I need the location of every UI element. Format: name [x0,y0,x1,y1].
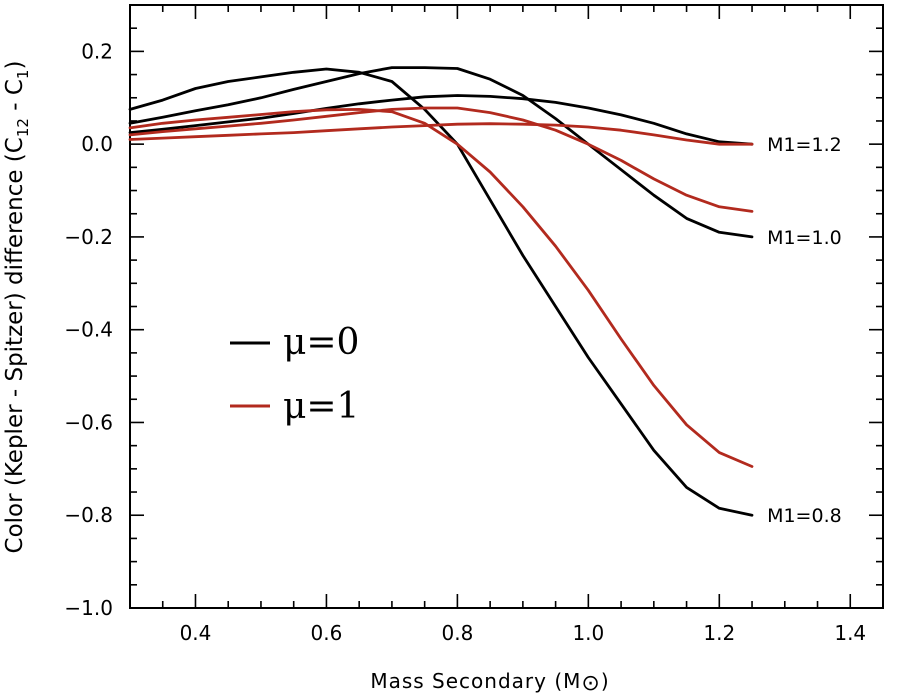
x-tick-label: 0.6 [311,621,343,645]
y-tick-label: −0.8 [64,503,113,527]
y-axis-title: Color (Kepler - Spitzer) difference (C12… [2,61,32,554]
series-line-3 [128,108,754,468]
curve-label-m1-1-0: M1=1.0 [767,227,842,249]
legend-label-mu0: μ=0 [283,322,359,363]
legend-label-mu1: μ=1 [283,386,359,427]
y-tick-label: −0.2 [64,225,113,249]
x-tick-label: 1.4 [834,621,866,645]
x-tick-label: 1.0 [572,621,604,645]
x-axis-title: Mass Secondary (M⊙) [370,669,609,694]
y-tick-label: 0.2 [81,39,113,63]
axes-layer: 0.4 0.6 0.8 1.0 1.2 1.4 0.2 0.0 −0.2 −0.4 −0.6 −0.8… [64,4,884,645]
legend: μ=0 μ=1 [230,322,359,427]
y-tick-label: −0.4 [64,318,113,342]
curve-label-m1-1-2: M1=1.2 [767,134,842,156]
y-tick-label: 0.0 [81,132,113,156]
series-line-1 [128,66,754,239]
curve-labels-layer: M1=1.2 M1=1.0 M1=0.8 [767,134,842,527]
x-tick-label: 0.8 [441,621,473,645]
y-tick-label: −1.0 [64,596,113,620]
x-tick-label: 0.4 [180,621,212,645]
curve-label-m1-0-8: M1=0.8 [767,505,842,527]
series-line-5 [128,122,754,146]
series-line-4 [128,106,754,213]
series-line-0 [128,67,754,517]
x-tick-label: 1.2 [703,621,735,645]
series-layer [128,66,754,517]
y-tick-label: −0.6 [64,410,113,434]
series-line-2 [128,94,754,146]
